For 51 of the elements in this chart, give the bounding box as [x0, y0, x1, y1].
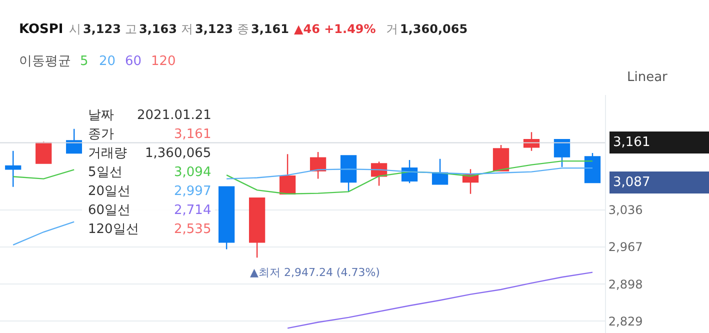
annotation: 60일선	[88, 203, 131, 218]
chart-title: KOSPI	[19, 22, 64, 37]
text: 60	[125, 54, 142, 69]
annotation: 날짜	[88, 108, 114, 123]
text: Linear	[627, 70, 668, 85]
text: ▲46 +1.49%	[294, 22, 376, 36]
candlestick	[5, 150, 22, 188]
candlestick	[66, 128, 82, 154]
annotation: 2,535	[174, 222, 212, 237]
annotation: 20일선	[88, 184, 131, 199]
text: 5	[80, 54, 88, 69]
candlestick	[554, 138, 570, 168]
candlestick	[432, 158, 448, 185]
annotation: 거래량	[88, 146, 127, 161]
annotation: 2021.01.21	[137, 108, 212, 123]
annotation: 2,997	[174, 184, 212, 199]
annotation: 3,094	[174, 165, 212, 180]
text: 고	[125, 22, 137, 36]
candlestick	[584, 152, 601, 184]
annotation: 3,161	[174, 127, 212, 142]
text: 3,087	[613, 175, 650, 190]
annotation: 5일선	[88, 165, 122, 180]
ref-line-label: 3,161	[613, 135, 650, 150]
annotation: 120일선	[88, 222, 139, 237]
y-tick-label: 2,967	[608, 240, 643, 254]
text: 거	[386, 22, 398, 36]
legend-label: 120	[151, 54, 176, 69]
y-tick-label: 3,036	[608, 203, 643, 218]
annotation: 종가	[88, 127, 114, 142]
text: 20	[99, 54, 116, 69]
text: 이동평균	[19, 54, 71, 69]
text: 종	[237, 22, 249, 36]
text: 3,123	[83, 22, 121, 36]
candlestick	[340, 155, 357, 192]
text: 저	[181, 22, 193, 36]
candlestick	[492, 144, 510, 172]
text: 3,163	[139, 22, 177, 36]
y-tick-label: 2,829	[608, 314, 643, 328]
y-tick-label: 2,898	[608, 277, 643, 292]
candlestick	[310, 151, 326, 180]
candlestick	[248, 198, 266, 258]
candlestick	[218, 186, 235, 250]
candlestick	[36, 142, 52, 164]
candlestick	[279, 154, 296, 194]
annotation: ▲최저 2,947.24 (4.73%)	[250, 266, 380, 279]
text: 3,123	[195, 22, 233, 36]
text: 시	[69, 22, 81, 36]
text: 3,161	[251, 22, 289, 36]
annotation: 2,714	[174, 203, 212, 218]
annotation: 1,360,065	[145, 146, 212, 161]
text: 1,360,065	[400, 22, 468, 36]
